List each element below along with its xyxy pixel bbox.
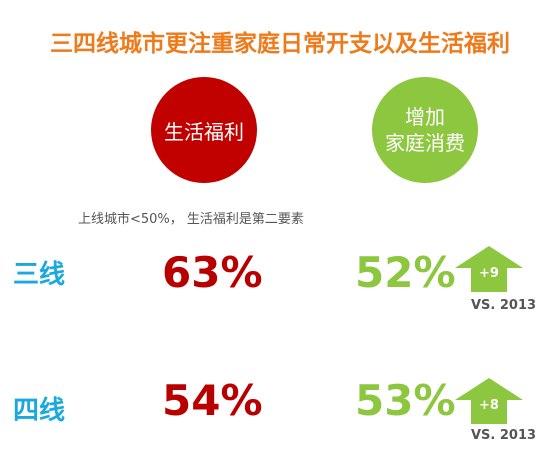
footnote-text: 上线城市<50%， 生活福利是第二要素 [78, 212, 304, 227]
welfare-percent-tier3: 63% [162, 248, 263, 297]
welfare-circle-label: 生活福利 [164, 119, 244, 144]
page-title: 三四线城市更注重家庭日常开支以及生活福利 [50, 31, 510, 57]
consumption-circle-label-line2: 家庭消费 [385, 131, 465, 155]
change-value-tier4: +8 [479, 398, 499, 413]
consumption-percent-tier4: 53% [355, 376, 456, 425]
consumption-circle-label-line1: 增加 [405, 105, 445, 129]
up-arrow-icon: +9 [455, 246, 523, 292]
consumption-circle: 增加 家庭消费 [372, 77, 478, 183]
welfare-circle: 生活福利 [151, 77, 257, 183]
vs-year-tier3: VS. 2013 [471, 298, 537, 313]
up-arrow-icon: +8 [455, 378, 523, 424]
change-value-tier3: +9 [479, 266, 499, 281]
row-label-tier4: 四线 [13, 396, 66, 426]
welfare-percent-tier4: 54% [162, 376, 263, 425]
row-label-tier3: 三线 [13, 260, 66, 290]
vs-year-tier4: VS. 2013 [471, 428, 537, 443]
consumption-percent-tier3: 52% [355, 248, 456, 297]
